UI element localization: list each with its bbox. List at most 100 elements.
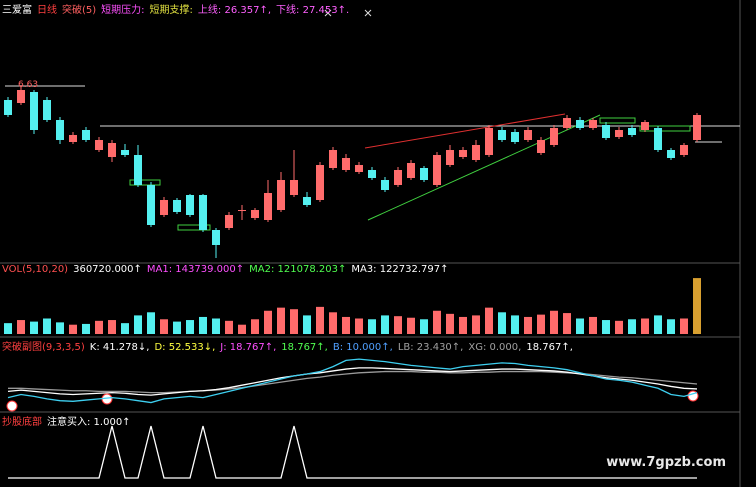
volume-bar <box>654 315 662 334</box>
candle-body <box>563 118 571 128</box>
volume-bar <box>446 313 454 334</box>
high-label: 6.63 <box>18 80 39 90</box>
candle-body <box>316 165 324 200</box>
volume-bar <box>290 309 298 334</box>
volume-bar <box>303 315 311 334</box>
volume-bar <box>355 318 363 334</box>
volume-bar <box>277 307 285 334</box>
volume-bar <box>4 323 12 334</box>
volume-bar <box>30 321 38 334</box>
volume-bar <box>199 316 207 334</box>
header-item: D: 52.533↓, <box>154 342 216 353</box>
header-item: VOL(5,10,20) <box>2 264 69 275</box>
header-item: K: 41.278↓, <box>89 342 150 353</box>
volume-bar <box>407 317 415 334</box>
volume-bar <box>238 324 246 334</box>
header-item: 短期支撑: <box>149 5 193 16</box>
candle-body <box>381 180 389 190</box>
candle-body <box>290 180 298 195</box>
candle-body <box>277 180 285 210</box>
candle-body <box>550 128 558 145</box>
volume-bar <box>589 316 597 334</box>
volume-bar <box>602 320 610 334</box>
candle-body <box>329 150 337 168</box>
header-item: MA2: 121078.203↑ <box>249 264 347 275</box>
volume-bar <box>680 318 688 334</box>
series-line <box>7 367 698 396</box>
volume-bar <box>342 316 350 334</box>
candle-body <box>472 145 480 160</box>
header-item: 日线 <box>37 5 57 16</box>
candle-body <box>628 128 636 135</box>
volume-bar <box>563 313 571 334</box>
volume-bar <box>225 320 233 334</box>
volume-bar <box>134 315 142 334</box>
volume-bar <box>316 306 324 334</box>
watermark: www.7gpzb.com <box>606 455 726 470</box>
candle-body <box>225 215 233 228</box>
header-item: B: 10.000↑, <box>332 342 393 353</box>
volume-bar <box>56 322 64 334</box>
volume-bar <box>121 323 129 334</box>
volume-bar <box>498 312 506 334</box>
volume-bar <box>667 319 675 334</box>
volume-bar <box>251 319 259 334</box>
volume-bar <box>641 318 649 334</box>
candle-body <box>17 90 25 103</box>
header-item: 短期压力: <box>101 5 145 16</box>
candle-body <box>121 150 129 155</box>
volume-bar <box>160 319 168 334</box>
candle-body <box>56 120 64 140</box>
candle-body <box>589 120 597 128</box>
candle-body <box>95 140 103 150</box>
candle-body <box>459 150 467 157</box>
candle-body <box>615 130 623 137</box>
header-item: 下线: 27.453↑. <box>276 5 350 16</box>
volume-bar <box>186 320 194 334</box>
candle-body <box>82 130 90 140</box>
reference-lines <box>5 9 740 412</box>
candle-body <box>667 150 675 158</box>
candle-body <box>693 115 701 140</box>
volume-bar <box>329 312 337 334</box>
panel-header: 三爱富 日线 突破(5) 短期压力: 短期支撑: 上线: 26.357↑, 下线: 27.4… <box>2 1 354 16</box>
volume-bar <box>615 320 623 334</box>
panel-header: 突破副图(9,3,3,5) K: 41.278↓, D: 52.533↓, J: 18… <box>2 338 578 353</box>
candle-body <box>355 165 363 172</box>
candle-body <box>173 200 181 212</box>
candle-body <box>641 122 649 130</box>
candle-body <box>446 150 454 165</box>
candle-body <box>368 170 376 178</box>
header-item: 三爱富 <box>2 5 32 16</box>
candle-body <box>680 145 688 155</box>
volume-bar <box>537 314 545 334</box>
header-item: 突破副图(9,3,3,5) <box>2 342 85 353</box>
volume-bar <box>212 318 220 334</box>
volume-bar <box>69 324 77 334</box>
volume-bar <box>420 319 428 334</box>
candle-body <box>147 185 155 225</box>
header-item: 360720.000↑ <box>73 264 142 275</box>
candle-body <box>498 130 506 140</box>
candle-body <box>43 100 51 120</box>
volume-bar <box>147 312 155 334</box>
volume-bar <box>628 319 636 334</box>
candle-body <box>654 128 662 150</box>
candle-body <box>199 195 207 230</box>
volume-bar <box>394 316 402 334</box>
candle-body <box>602 125 610 138</box>
volume-bar <box>381 315 389 334</box>
candle-body <box>537 140 545 153</box>
candle-body <box>420 168 428 180</box>
header-item: 18.767↑, <box>281 342 328 353</box>
panel-header: 抄股底部 注意买入: 1.000↑ <box>2 413 136 428</box>
candle-body <box>4 100 12 115</box>
volume-bar <box>95 320 103 334</box>
header-item: MA3: 122732.797↑ <box>351 264 449 275</box>
header-item: MA1: 143739.000↑ <box>146 264 245 275</box>
candle-body <box>69 135 77 142</box>
header-item: 上线: 26.357↑, <box>197 5 272 16</box>
